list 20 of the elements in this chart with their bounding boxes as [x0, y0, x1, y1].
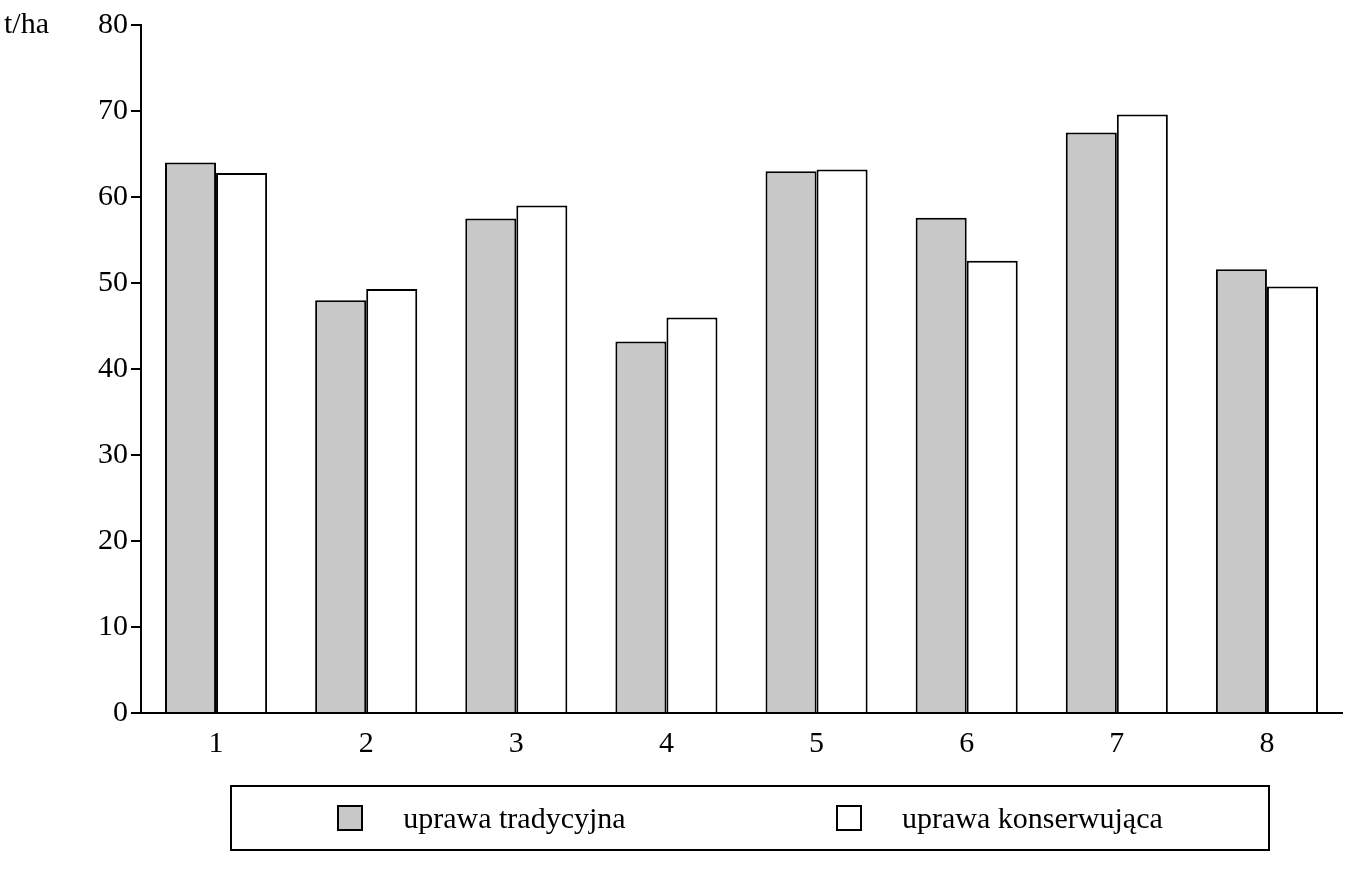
x-tick-label: 2 [358, 724, 374, 758]
y-tick-label: 80 [98, 5, 128, 39]
x-tick-label: 6 [959, 724, 975, 758]
x-tick-label: 3 [508, 724, 524, 758]
x-tick-label: 1 [208, 724, 224, 758]
y-tick-label: 30 [98, 435, 128, 469]
y-tick-label: 0 [113, 693, 128, 727]
x-tick-label: 7 [1109, 724, 1125, 758]
y-tick-label: 60 [98, 177, 128, 211]
y-tick-label: 70 [98, 91, 128, 125]
x-tick-label: 5 [809, 724, 825, 758]
x-tick-label: 8 [1259, 724, 1275, 758]
text: uprawa konserwująca [902, 801, 1163, 835]
y-tick-label: 10 [98, 607, 128, 641]
x-tick-label: 4 [658, 724, 674, 758]
y-axis-title: t/ha [4, 5, 49, 39]
y-tick-label: 20 [98, 521, 128, 555]
y-tick-label: 50 [98, 263, 128, 297]
legend-label: uprawa tradycyjna [403, 801, 626, 835]
y-tick-label: 40 [98, 349, 128, 383]
